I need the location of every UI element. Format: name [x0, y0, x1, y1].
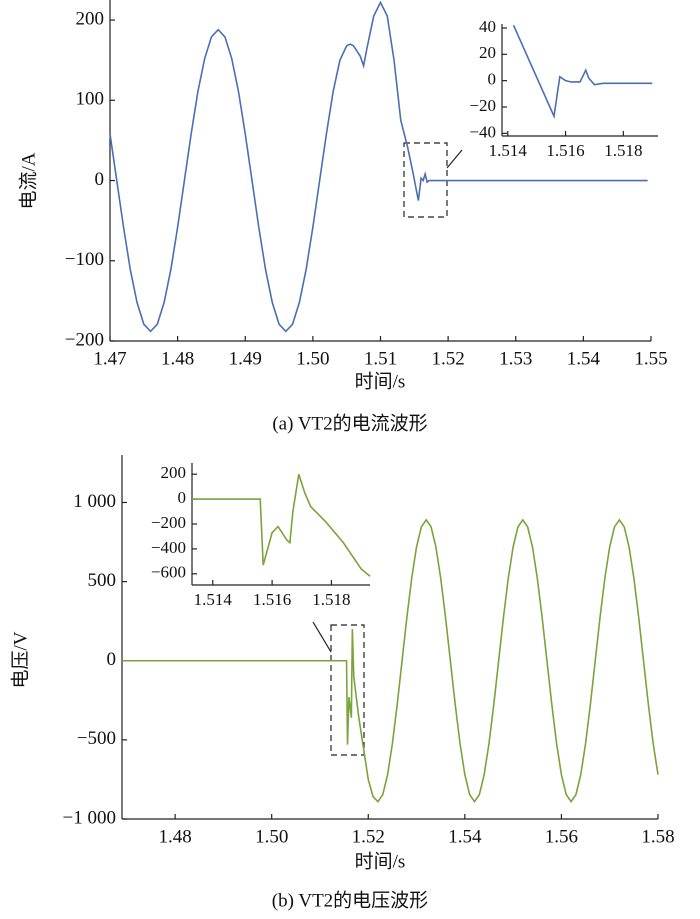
- caption: (a) VT2的电流波形: [272, 412, 427, 434]
- y-tick-label: −200: [151, 513, 186, 532]
- y-tick-label: 500: [88, 570, 117, 591]
- data-line: [512, 24, 653, 120]
- zoom-box: [330, 624, 365, 756]
- x-tick-label: 1.518: [312, 590, 350, 609]
- y-tick-label: 20: [479, 43, 496, 62]
- y-tick-label: 1 000: [73, 491, 116, 512]
- x-tick-label: 1.48: [161, 348, 194, 369]
- y-tick-label: 40: [479, 17, 496, 36]
- x-tick-label: 1.48: [158, 826, 191, 847]
- y-tick-label: −600: [151, 563, 186, 582]
- x-tick-label: 1.55: [634, 348, 667, 369]
- caption: (b) VT2的电压波形: [272, 889, 428, 911]
- y-tick-label: 0: [178, 488, 187, 507]
- x-tick-label: 1.516: [253, 590, 291, 609]
- x-axis-label: 时间/s: [355, 370, 406, 392]
- x-tick-label: 1.518: [604, 141, 642, 160]
- data-line: [192, 473, 371, 577]
- x-tick-label: 1.516: [546, 141, 584, 160]
- y-tick-label: 200: [76, 8, 105, 29]
- y-tick-label: 200: [161, 463, 187, 482]
- y-tick-label: −400: [151, 538, 186, 557]
- y-tick-label: 0: [488, 70, 497, 89]
- y-tick-label: −200: [65, 329, 104, 350]
- x-axis-label: 时间/s: [355, 850, 406, 872]
- y-tick-label: 100: [76, 89, 105, 110]
- y-tick-label: 0: [95, 169, 105, 190]
- x-tick-label: 1.51: [364, 348, 397, 369]
- x-tick-label: 1.52: [432, 348, 465, 369]
- y-tick-label: −100: [65, 249, 104, 270]
- x-tick-label: 1.54: [448, 826, 482, 847]
- x-tick-label: 1.514: [194, 590, 233, 609]
- y-tick-label: −20: [469, 96, 496, 115]
- y-tick-label: −40: [469, 122, 496, 141]
- x-tick-label: 1.53: [499, 348, 532, 369]
- x-tick-label: 1.50: [296, 348, 329, 369]
- y-axis-label: 电压/V: [9, 631, 31, 688]
- y-axis-label: 电流/A: [17, 152, 39, 209]
- data-line: [122, 518, 659, 803]
- x-tick-label: 1.49: [229, 348, 262, 369]
- y-tick-label: 0: [107, 649, 117, 670]
- x-tick-label: 1.58: [641, 826, 674, 847]
- data-line: [109, 0, 648, 333]
- connector: [312, 621, 332, 653]
- x-tick-label: 1.47: [93, 348, 126, 369]
- y-tick-label: −500: [77, 728, 116, 749]
- y-tick-label: −1 000: [63, 807, 116, 828]
- x-tick-label: 1.514: [489, 141, 528, 160]
- x-tick-label: 1.54: [567, 348, 601, 369]
- x-tick-label: 1.52: [352, 826, 385, 847]
- connector: [446, 149, 463, 169]
- x-tick-label: 1.56: [545, 826, 578, 847]
- x-tick-label: 1.50: [255, 826, 288, 847]
